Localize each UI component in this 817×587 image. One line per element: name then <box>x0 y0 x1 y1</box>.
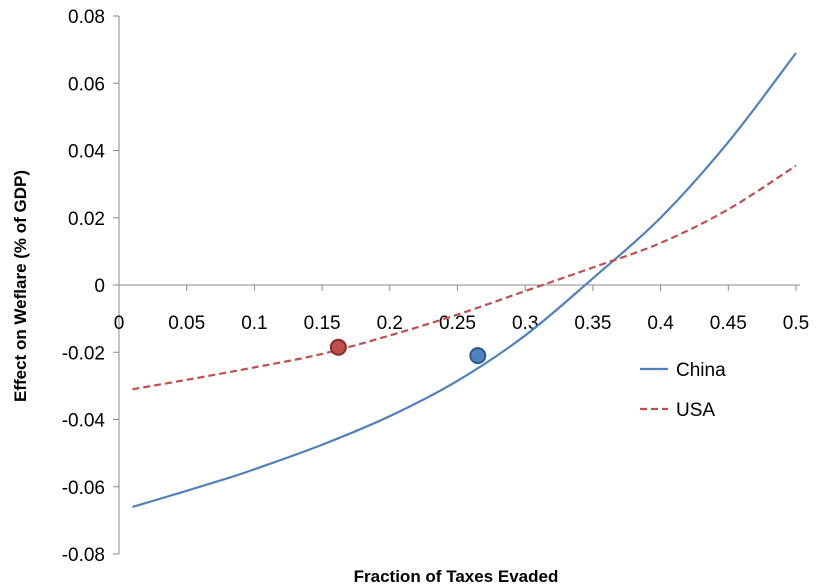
y-tick-label: 0.04 <box>68 142 105 163</box>
x-axis-title: Fraction of Taxes Evaded <box>354 567 559 586</box>
y-tick-label: 0 <box>94 276 105 297</box>
x-tick-labels: 0 0.05 0.1 0.15 0.2 0.25 0.3 0.35 0.4 0.45 0.5 <box>114 313 810 334</box>
legend-label-usa: USA <box>676 400 715 421</box>
legend-label-china: China <box>676 360 726 381</box>
y-tick-label: 0.08 <box>68 7 105 28</box>
x-tick-label: 0.35 <box>574 313 611 334</box>
x-tick-label: 0.3 <box>512 313 538 334</box>
series-line-usa <box>132 164 797 391</box>
y-tick-label: 0.06 <box>68 74 105 95</box>
y-tick-label: -0.02 <box>62 343 105 364</box>
y-tick-label: 0.02 <box>68 209 105 230</box>
x-tick-label: 0.25 <box>439 313 476 334</box>
y-tick-label: -0.06 <box>62 478 105 499</box>
y-axis-title: Effect on Weflare (% of GDP) <box>11 170 30 402</box>
y-tick-labels: 0.08 0.06 0.04 0.02 0 -0.02 -0.04 -0.06 -0.08 <box>62 7 106 566</box>
legend: China USA <box>640 360 726 421</box>
x-tick-label: 0.05 <box>168 313 205 334</box>
x-tick-label: 0.4 <box>647 313 674 334</box>
x-tick-label: 0 <box>114 313 125 334</box>
axes <box>113 15 800 555</box>
x-tick-label: 0.5 <box>783 313 809 334</box>
marker-usa <box>329 338 347 356</box>
x-tick-label: 0.2 <box>377 313 403 334</box>
marker-china <box>469 347 487 365</box>
series-lines <box>132 52 797 508</box>
series-line-china <box>132 52 797 508</box>
series-markers <box>329 338 487 365</box>
y-tick-label: -0.04 <box>62 411 106 432</box>
y-tick-label: -0.08 <box>62 545 105 566</box>
x-tick-label: 0.15 <box>304 313 341 334</box>
x-tick-label: 0.45 <box>710 313 747 334</box>
x-tick-label: 0.1 <box>241 313 267 334</box>
